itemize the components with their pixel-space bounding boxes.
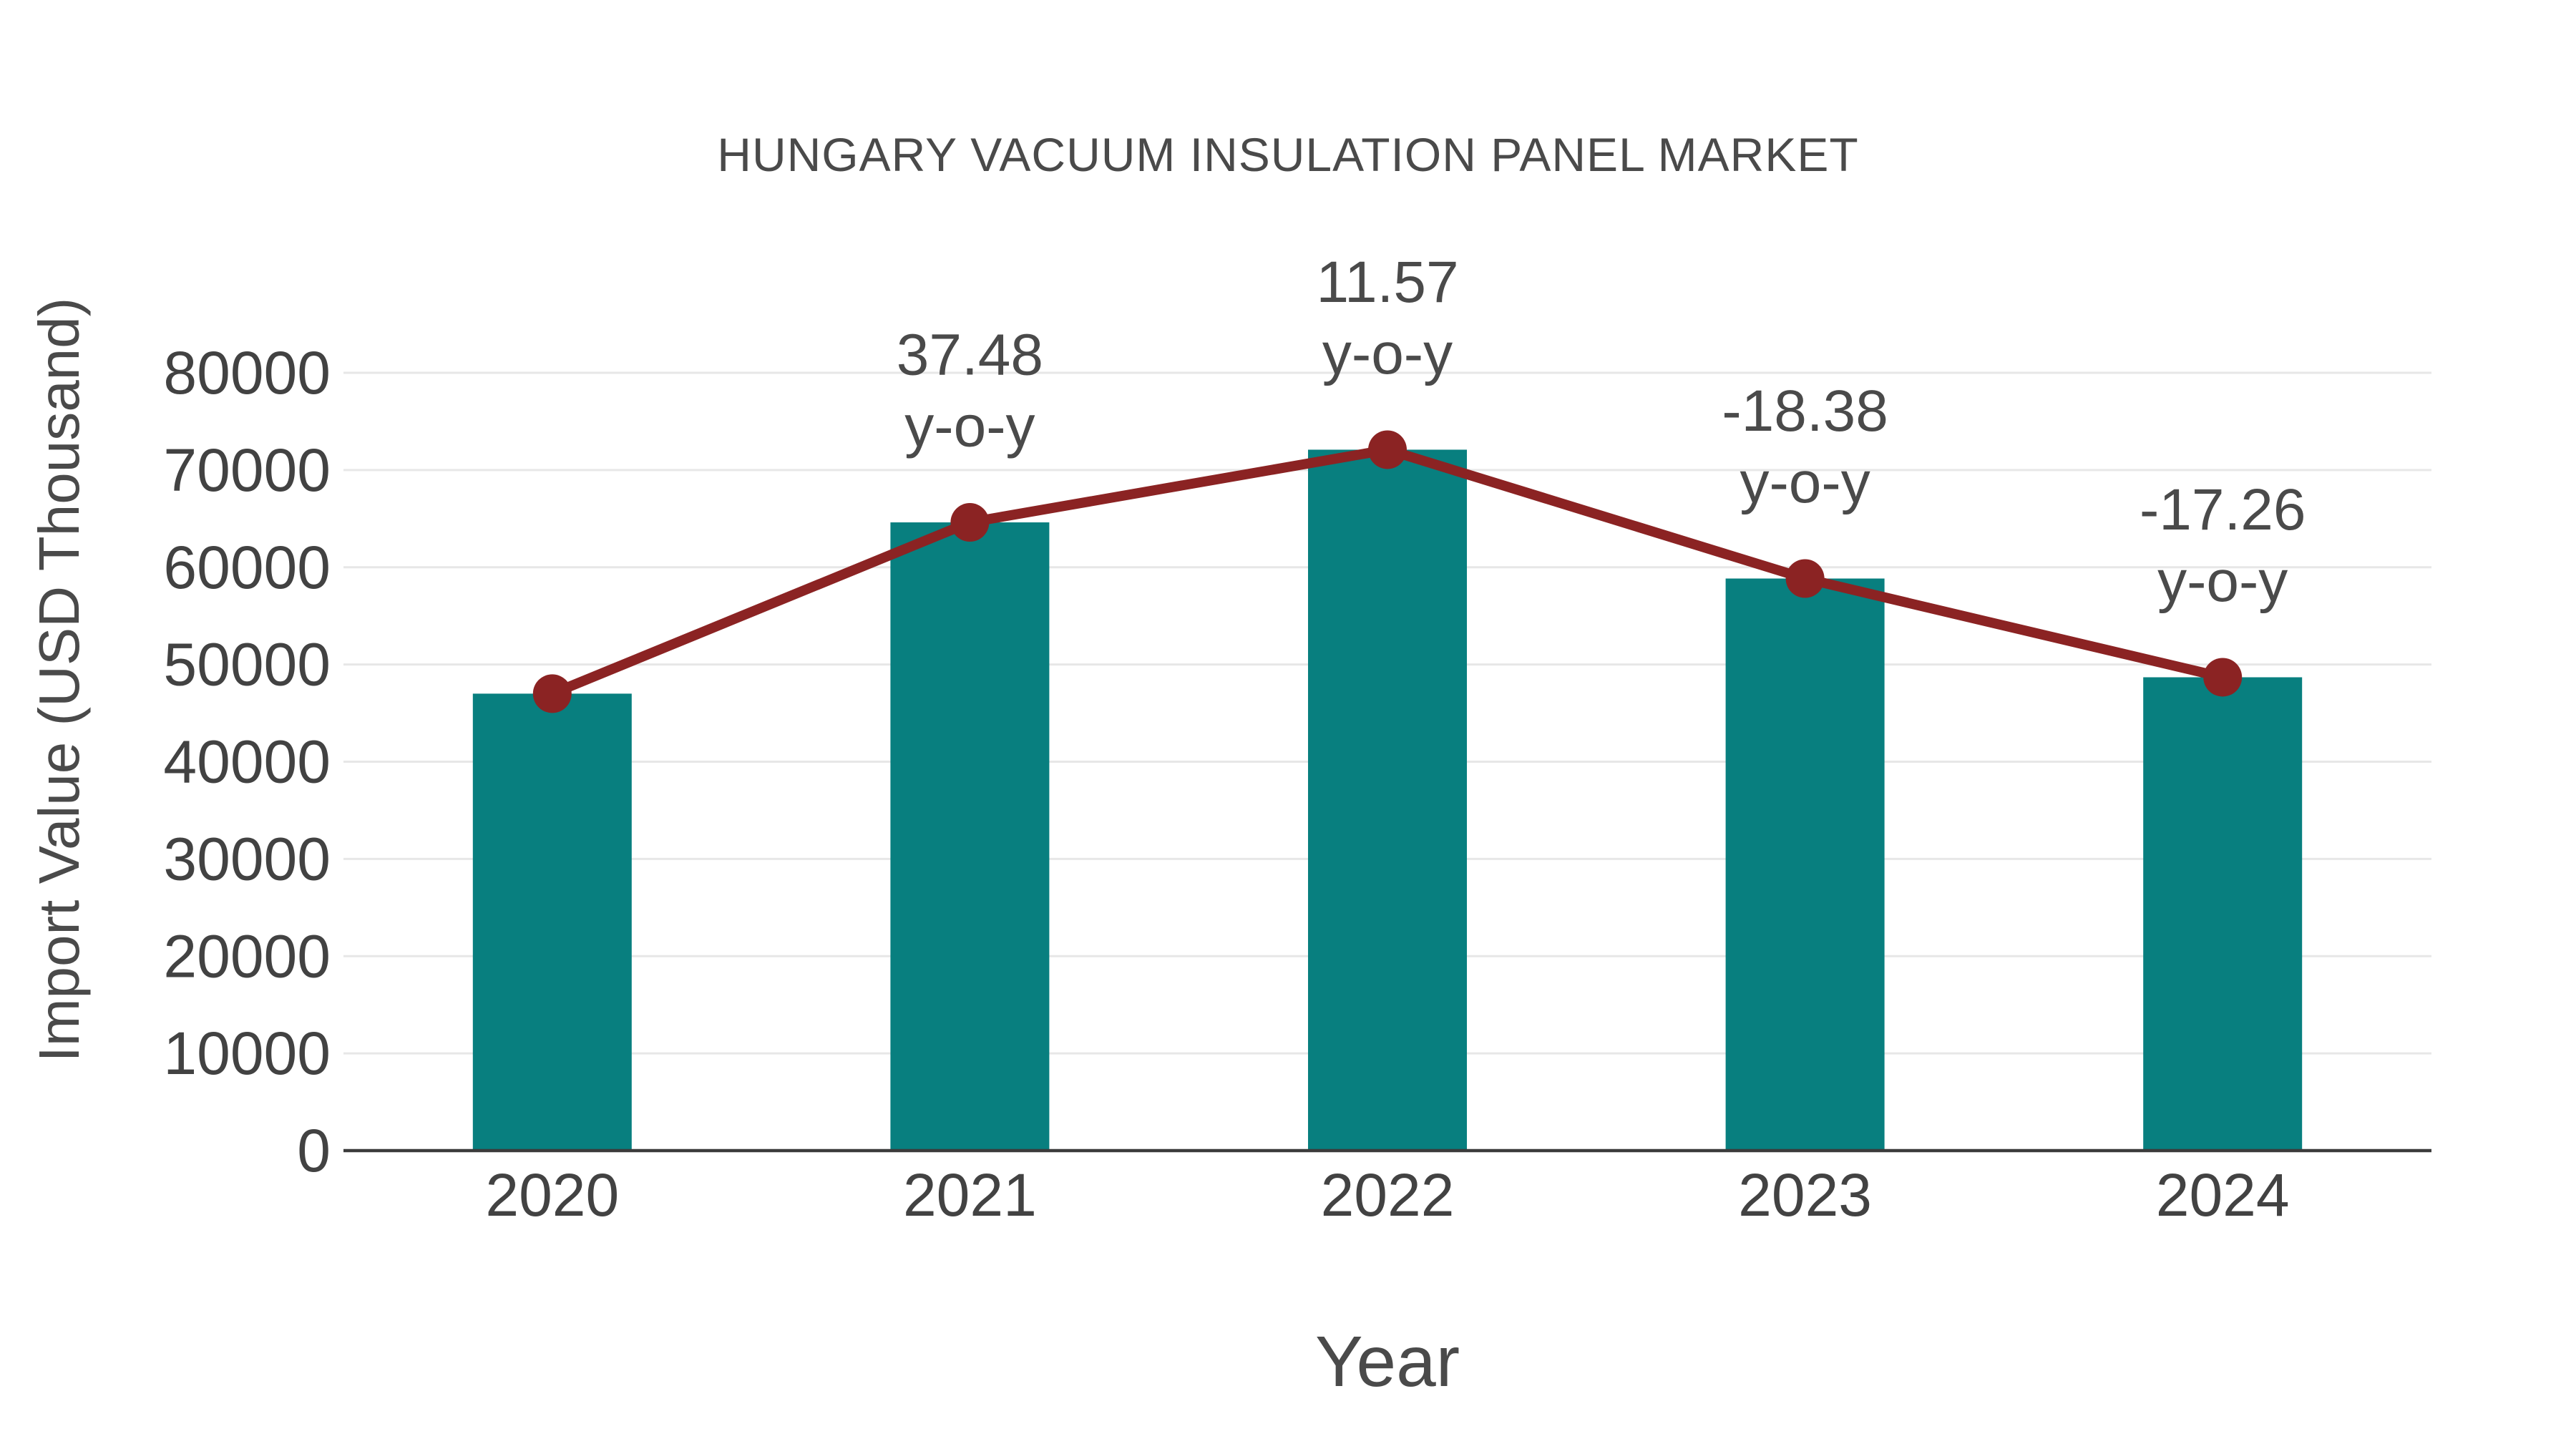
marker-2022 xyxy=(1368,430,1407,469)
bar-2021 xyxy=(890,522,1050,1151)
bar-2024 xyxy=(2143,677,2303,1151)
y-tick-label-0: 0 xyxy=(297,1117,331,1184)
annotation-value-2021: 37.48 xyxy=(897,323,1043,388)
annotation-value-2024: -17.26 xyxy=(2140,477,2306,542)
marker-2020 xyxy=(532,674,572,713)
chart-title: HUNGARY VACUUM INSULATION PANEL MARKET xyxy=(717,128,1859,181)
y-tick-label-20000: 20000 xyxy=(163,922,331,990)
y-tick-label-80000: 80000 xyxy=(163,339,331,406)
annotation-suffix-2024: y-o-y xyxy=(2157,549,2288,614)
x-tick-label-2024: 2024 xyxy=(2156,1161,2290,1229)
x-tick-label-2020: 2020 xyxy=(485,1161,619,1229)
annotation-value-2022: 11.57 xyxy=(1316,250,1458,315)
marker-2024 xyxy=(2203,658,2243,697)
y-tick-label-30000: 30000 xyxy=(163,825,331,892)
bar-2022 xyxy=(1308,449,1467,1151)
annotation-suffix-2021: y-o-y xyxy=(904,394,1035,459)
bar-2023 xyxy=(1725,578,1885,1151)
x-axis-title: Year xyxy=(1314,1322,1460,1402)
annotation-value-2023: -18.38 xyxy=(1722,379,1888,444)
marker-2023 xyxy=(1785,559,1825,598)
x-tick-label-2023: 2023 xyxy=(1738,1161,1872,1229)
bar-2020 xyxy=(472,693,632,1151)
y-tick-label-40000: 40000 xyxy=(163,728,331,796)
annotation-suffix-2022: y-o-y xyxy=(1322,321,1453,386)
annotation-suffix-2023: y-o-y xyxy=(1740,450,1870,515)
x-tick-label-2021: 2021 xyxy=(903,1161,1037,1229)
x-tick-label-2022: 2022 xyxy=(1321,1161,1455,1229)
y-tick-label-10000: 10000 xyxy=(163,1020,331,1087)
marker-2021 xyxy=(950,503,990,542)
y-tick-label-50000: 50000 xyxy=(163,631,331,698)
y-tick-label-70000: 70000 xyxy=(163,436,331,504)
y-tick-label-60000: 60000 xyxy=(163,534,331,601)
